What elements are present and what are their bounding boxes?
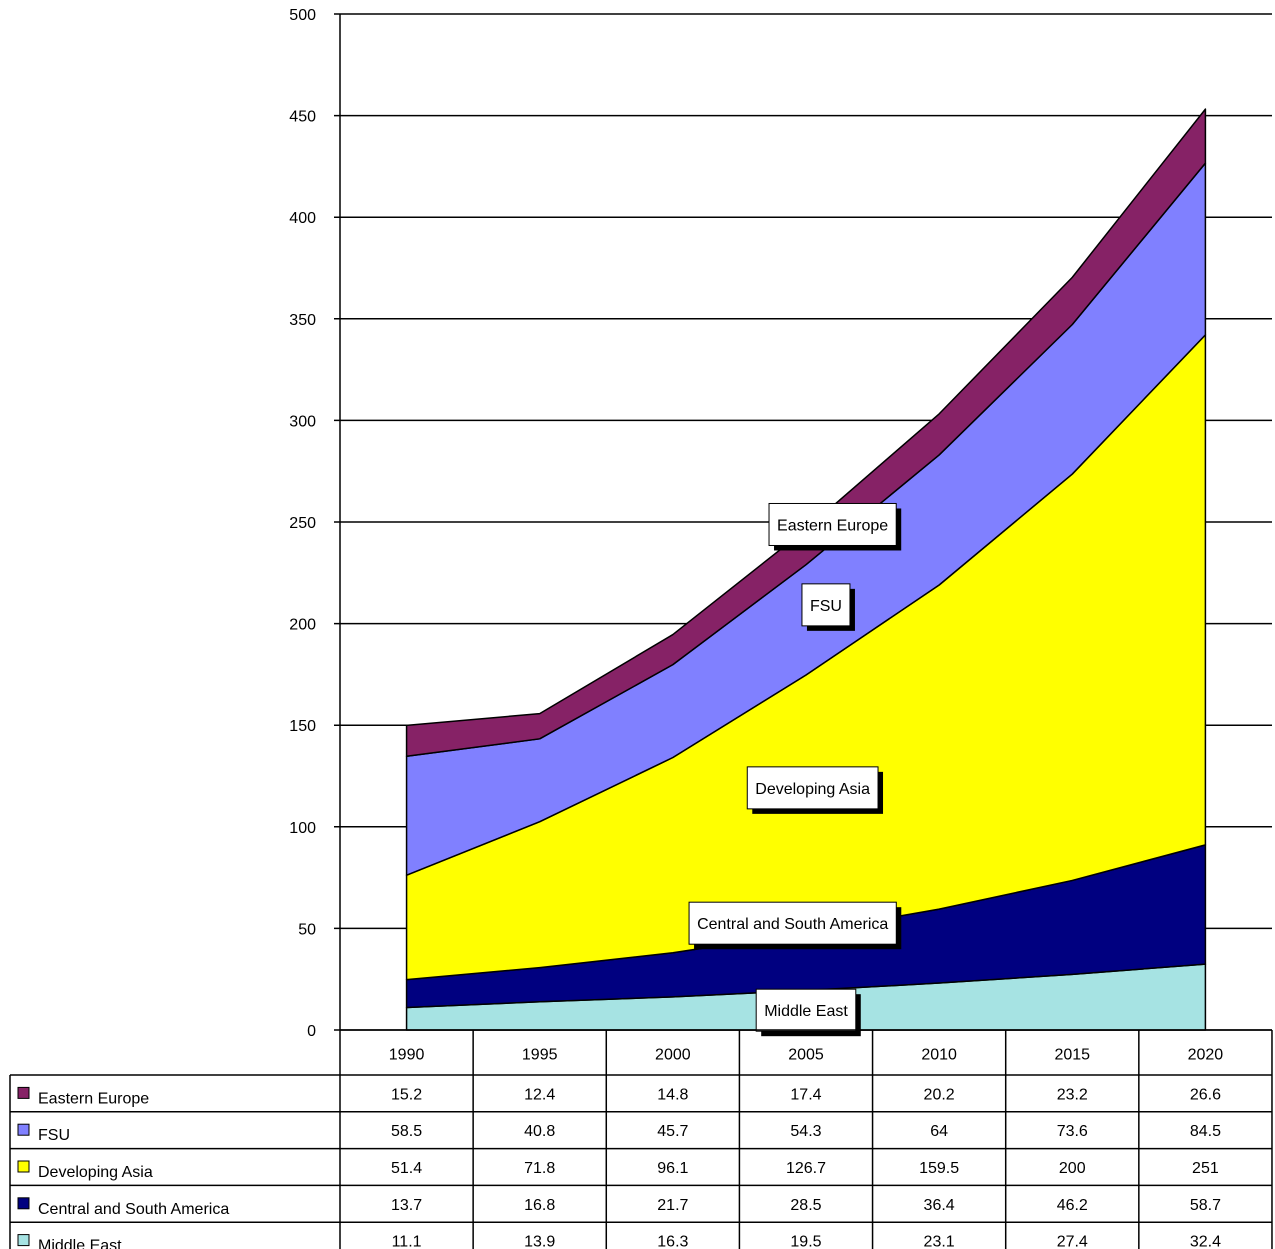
- table-cell: 84.5: [1190, 1123, 1221, 1140]
- data-table: 1990 1995 2000 2005 2010 2015 2020 Eastern Euro…: [9, 1029, 1273, 1249]
- y-tick-label: 150: [289, 718, 316, 735]
- table-cell: 13.9: [524, 1234, 555, 1249]
- table-cell: 45.7: [657, 1123, 688, 1140]
- plot-areas: [405, 108, 1207, 1031]
- table-header-cell: 2000: [655, 1047, 691, 1064]
- table-header-cell: 2010: [921, 1047, 957, 1064]
- legend-key-central-and-south-america: [17, 1197, 30, 1210]
- series-label-text: Developing Asia: [755, 781, 870, 798]
- y-tick-label: 0: [307, 1023, 316, 1040]
- table-cell: 200: [1059, 1160, 1086, 1177]
- series-labels: Middle East Central and South America Deve…: [688, 502, 902, 1037]
- y-tick-label: 200: [289, 617, 316, 634]
- y-tick-label: 250: [289, 515, 316, 532]
- y-tick-label: 350: [289, 312, 316, 329]
- y-axis: 0 50 100 150 200 250 300 350 400 450 500: [289, 7, 341, 1040]
- series-label-text: Middle East: [764, 1003, 848, 1020]
- table-cell: 12.4: [524, 1086, 555, 1103]
- table-cell: 46.2: [1057, 1197, 1088, 1214]
- legend-key-eastern-europe: [17, 1086, 30, 1099]
- series-label-text: FSU: [810, 598, 842, 615]
- table-cell: 36.4: [924, 1197, 955, 1214]
- series-label-text: Eastern Europe: [777, 517, 888, 534]
- area-eastern-europe: [405, 108, 1207, 758]
- y-tick-label: 450: [289, 109, 316, 126]
- table-cell: 54.3: [790, 1123, 821, 1140]
- table-cell: 58.5: [391, 1123, 422, 1140]
- table-cell: 71.8: [524, 1160, 555, 1177]
- table-cell: 58.7: [1190, 1197, 1221, 1214]
- table-cell: 126.7: [786, 1160, 826, 1177]
- table-cell: 11.1: [392, 1234, 422, 1249]
- table-header-cell: 1990: [389, 1047, 425, 1064]
- table-cell: 26.6: [1190, 1086, 1221, 1103]
- table-cell: 16.8: [524, 1197, 555, 1214]
- table-cell: 40.8: [524, 1123, 555, 1140]
- series-label-fsu: FSU: [801, 583, 855, 631]
- legend-key-fsu: [17, 1123, 30, 1136]
- series-label-box: [755, 988, 857, 1032]
- table-row-label: Eastern Europe: [38, 1090, 149, 1107]
- table-cell: 32.4: [1190, 1234, 1221, 1249]
- table-cell: 14.8: [657, 1086, 688, 1103]
- table-cell: 96.1: [657, 1160, 688, 1177]
- series-label-developing-asia: Developing Asia: [746, 766, 884, 814]
- table-cell: 16.3: [657, 1234, 688, 1249]
- table-cell: 21.7: [657, 1197, 688, 1214]
- table-cell: 15.2: [391, 1086, 422, 1103]
- table-cell: 28.5: [790, 1197, 821, 1214]
- table-row-label: Developing Asia: [38, 1164, 153, 1181]
- y-tick-label: 50: [298, 921, 316, 938]
- table-cell: 64: [930, 1123, 948, 1140]
- table-cell: 51.4: [391, 1160, 422, 1177]
- table-header-cell: 2005: [788, 1047, 824, 1064]
- table-cell: 19.5: [790, 1234, 821, 1249]
- table-row-label: Central and South America: [38, 1201, 229, 1218]
- table-cell: 159.5: [919, 1160, 959, 1177]
- y-tick-label: 300: [289, 413, 316, 430]
- series-label-box: [746, 766, 879, 810]
- table-cell: 27.4: [1057, 1234, 1088, 1249]
- series-label-central-and-south-america: Central and South America: [688, 901, 902, 950]
- table-row-label: FSU: [38, 1127, 70, 1144]
- table-header-cell: 2015: [1054, 1047, 1090, 1064]
- table-cell: 17.4: [790, 1086, 821, 1103]
- series-label-box: [768, 502, 897, 546]
- table-cell: 23.1: [924, 1234, 955, 1249]
- table-cell: 251: [1192, 1160, 1219, 1177]
- table-cell: 23.2: [1057, 1086, 1088, 1103]
- series-label-box: [688, 901, 897, 945]
- table-cell: 13.7: [391, 1197, 422, 1214]
- series-label-middle-east: Middle East: [755, 988, 861, 1037]
- legend-key-developing-asia: [17, 1160, 30, 1173]
- legend-key-middle-east: [17, 1234, 30, 1247]
- table-header-cell: 1995: [522, 1047, 558, 1064]
- table-header-cell: 2020: [1188, 1047, 1224, 1064]
- table-cell: 20.2: [924, 1086, 955, 1103]
- y-tick-label: 400: [289, 210, 316, 227]
- y-tick-label: 500: [289, 7, 316, 24]
- series-label-text: Central and South America: [697, 916, 888, 933]
- table-row-label: Middle East: [38, 1238, 122, 1249]
- series-label-eastern-europe: Eastern Europe: [768, 502, 902, 551]
- y-tick-label: 100: [289, 820, 316, 837]
- series-label-box: [801, 583, 851, 627]
- table-cell: 73.6: [1057, 1123, 1088, 1140]
